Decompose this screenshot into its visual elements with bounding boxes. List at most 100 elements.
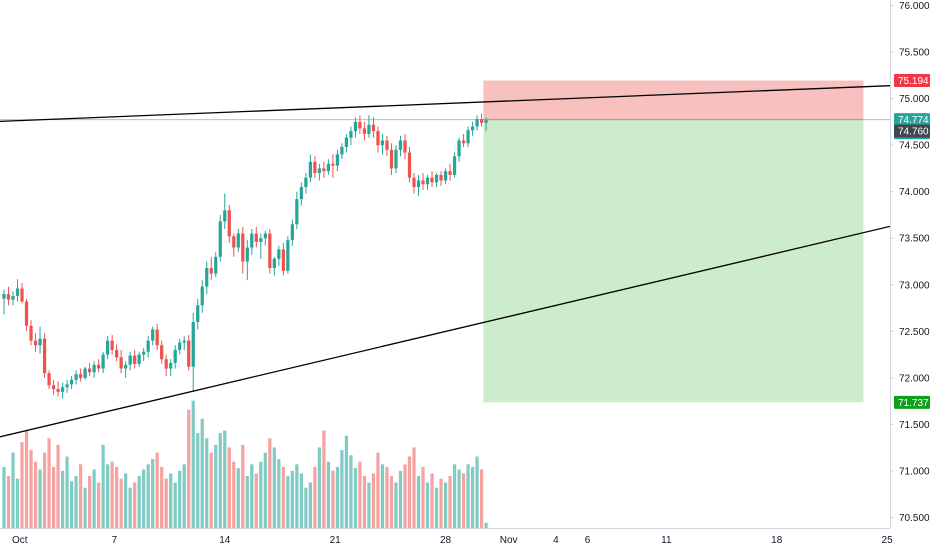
price-tick-label: 73.500 [899,234,930,245]
candle-body [290,224,294,241]
candlesticks [2,113,488,399]
time-tick-label: Oct [12,535,28,546]
candle-body [254,233,258,242]
candle-body [263,233,267,239]
candle-body [479,119,484,123]
volume-bar [60,470,65,528]
volume-bar [160,466,164,528]
price-axis-bg [890,0,932,528]
candle-body [169,362,173,369]
candle-body [83,368,87,378]
candle-body [304,177,308,188]
volume-bar [227,447,231,528]
volume-bar [443,482,448,528]
candle-body [33,340,38,346]
last-price-badge: 74.774 [898,115,929,126]
candle-body [412,177,416,188]
volume-bar [146,464,150,528]
volume-bar [151,459,155,528]
candle-body [51,385,56,390]
candle-body [403,140,407,153]
time-axis-bg [0,528,932,550]
volume-bar [119,478,123,528]
volume-bar [389,476,394,528]
time-tick-label: 11 [661,535,672,546]
candle-body [286,240,290,271]
candle-body [38,338,42,346]
candle-body [146,340,150,352]
time-axis[interactable]: Oct 7 14 21 28 Nov 4 6 11 18 25 [0,528,932,550]
candle-body [452,156,457,175]
candle-body [389,149,394,169]
candle-body [313,161,317,174]
volume-bar [394,482,398,528]
price-tick-label: 75.500 [899,48,930,59]
trendlines[interactable] [0,84,915,438]
candle-body [398,140,403,150]
time-tick-label: 6 [585,535,591,546]
take-profit-zone[interactable] [483,119,864,403]
volume-bar [385,466,389,528]
candle-body [74,374,78,380]
volume-bar [205,438,209,528]
candle-body [11,295,15,300]
price-axis[interactable]: 76.000 75.500 75.000 74.500 74.000 73.500 73.0… [890,0,932,528]
candle-body [299,187,303,200]
trendline-lower[interactable] [0,220,915,438]
price-tick-label: 74.000 [899,187,930,198]
candle-body [335,154,340,166]
volume-bar [173,482,177,528]
candle-body [439,174,443,181]
volume-bar [461,473,466,528]
candle-body [218,221,222,257]
candle-body [96,364,101,369]
volume-bar [137,476,141,528]
volume-bar [11,452,15,528]
volume-bar [214,444,218,528]
volume-bar [2,466,6,528]
candle-body [259,238,263,242]
candle-body [209,268,213,274]
trendline-upper[interactable] [0,84,914,123]
volume-bar [187,409,191,528]
price-tick-label: 76.000 [899,1,930,12]
volume-bar [115,466,119,528]
volume-bar [439,478,443,528]
candle-body [268,233,272,269]
candle-body [344,137,349,147]
short-position-tool[interactable] [0,80,890,403]
volume-bar [479,469,484,528]
volume-bar [241,444,245,528]
candle-body [295,199,299,225]
candle-body [205,268,209,287]
price-tick-label: 72.500 [899,327,930,338]
candle-body [87,368,92,373]
candle-body [164,359,168,369]
volume-bar [286,476,290,528]
volume-bars [2,400,488,528]
volume-bar [295,464,299,528]
price-tick-label: 74.500 [899,141,930,152]
candle-body [178,342,182,350]
volume-bar [457,469,461,528]
candle-body [272,258,276,269]
candle-body [65,384,69,388]
volume-bar [232,461,236,528]
candle-body [358,121,362,129]
candle-body [119,357,123,369]
candle-body [250,233,254,248]
volume-bar [259,461,263,528]
volume-bar [83,487,87,528]
volume-bar [340,450,344,528]
candle-body [380,140,385,146]
volume-bar [344,435,349,528]
volume-bar [142,469,146,528]
candle-body [349,131,353,138]
volume-bar [155,452,159,528]
volume-bar [24,430,29,528]
time-tick-label: 28 [440,535,452,546]
volume-bar [349,455,353,528]
candle-body [326,163,331,172]
